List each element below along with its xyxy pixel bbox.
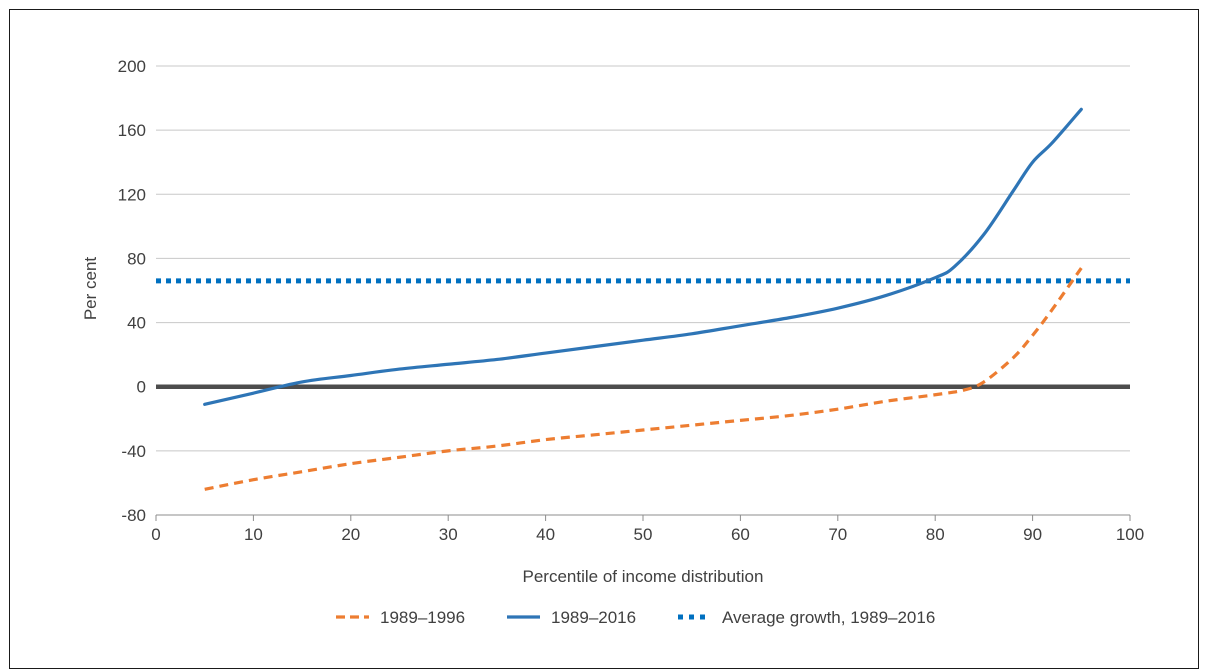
x-tick-label: 90 [1023,525,1042,544]
y-tick-label: 0 [137,378,146,397]
legend-label-2: Average growth, 1989–2016 [722,608,935,627]
series-layer [156,107,1130,491]
legend-label-0: 1989–1996 [380,608,465,627]
grid-lines [156,65,1130,516]
x-tick-label: 50 [634,525,653,544]
x-tick-label: 20 [341,525,360,544]
series-line-0 [204,267,1083,491]
y-tick-label: 160 [118,121,146,140]
x-tick-label: 70 [828,525,847,544]
x-axis-title: Percentile of income distribution [523,567,764,586]
y-tick-label: -80 [121,506,146,525]
y-tick-label: 80 [127,249,146,268]
x-tick-label: 100 [1116,525,1144,544]
y-tick-label: 120 [118,185,146,204]
y-tick-label: -40 [121,442,146,461]
chart-frame: -80 -40 0 40 80 120 160 200 0 10 20 30 40 50 60 70 80 90… [9,9,1199,669]
legend-label-1: 1989–2016 [551,608,636,627]
x-tick-label: 40 [536,525,555,544]
y-axis-title: Per cent [81,257,100,321]
y-tick-label: 40 [127,314,146,333]
legend: 1989–1996 1989–2016 Average growth, 1989–2… [336,608,935,627]
x-tick-label: 0 [151,525,160,544]
x-tick-label: 10 [244,525,263,544]
line-chart: -80 -40 0 40 80 120 160 200 0 10 20 30 40 50 60 70 80 90… [81,57,1144,627]
x-tick-label: 60 [731,525,750,544]
y-axis-ticks: -80 -40 0 40 80 120 160 200 [118,57,146,525]
series-line-1 [203,107,1083,406]
x-tick-label: 30 [439,525,458,544]
x-axis-ticks: 0 10 20 30 40 50 60 70 80 90 100 [151,515,1144,544]
x-tick-label: 80 [926,525,945,544]
y-tick-label: 200 [118,57,146,76]
